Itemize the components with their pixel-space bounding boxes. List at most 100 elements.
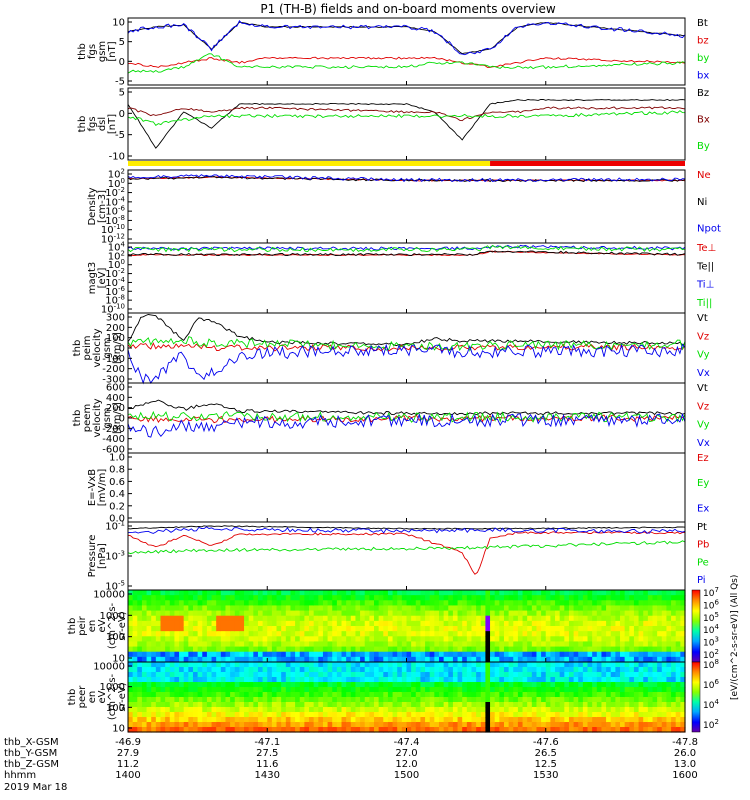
spectrogram-cell xyxy=(318,626,324,632)
spectrogram-cell xyxy=(128,631,134,637)
spectrogram-cell xyxy=(313,677,319,683)
spectrogram-cell xyxy=(633,682,640,688)
spectrogram-cell xyxy=(146,636,152,643)
spectrogram-cell xyxy=(680,600,686,607)
spectrogram-cell xyxy=(341,626,347,632)
spectrogram-cell xyxy=(336,697,343,703)
spectrogram-cell xyxy=(155,682,162,688)
spectrogram-cell xyxy=(647,687,654,693)
spectrogram-cell xyxy=(615,727,621,733)
spectrogram-cell xyxy=(281,651,287,658)
spectrogram-cell xyxy=(564,712,570,718)
spectrogram-cell xyxy=(206,662,213,668)
spectrogram-cell xyxy=(624,692,630,698)
spectrogram-cell xyxy=(582,702,589,708)
spectrogram-cell xyxy=(582,667,589,673)
y-tick-label: 10000 xyxy=(93,662,125,673)
spectrogram-cell xyxy=(647,692,654,698)
spectrogram-cell xyxy=(457,717,463,723)
spectrogram-cell xyxy=(374,692,380,698)
spectrogram-cell xyxy=(582,717,589,723)
spectrogram-cell xyxy=(327,651,333,658)
spectrogram-cell xyxy=(360,631,366,637)
spectrogram-cell xyxy=(360,590,366,596)
spectrogram-cell xyxy=(466,702,473,708)
spectrogram-cell xyxy=(346,712,352,718)
spectrogram-cell xyxy=(216,656,222,663)
spectrogram-cell xyxy=(299,590,305,596)
spectrogram-cell xyxy=(169,712,176,718)
legend-label-Vz: Vz xyxy=(697,331,709,342)
mode-bar-slow xyxy=(128,161,491,166)
spectrogram-cell xyxy=(137,727,143,733)
spectrogram-cell xyxy=(350,697,357,703)
spectrogram-cell xyxy=(299,620,305,627)
spectrogram-cell xyxy=(559,590,565,596)
spectrogram-cell xyxy=(374,595,380,601)
spectrogram-cell xyxy=(503,656,510,663)
spectrogram-cell xyxy=(596,677,603,683)
spectrogram-cell xyxy=(387,615,394,622)
spectrogram-cell xyxy=(615,667,621,673)
spectrogram-cell xyxy=(216,697,222,703)
spectrogram-cell xyxy=(322,590,329,596)
spectrogram-cell xyxy=(513,595,519,601)
spectrogram-cell xyxy=(485,687,491,693)
spectrogram-cell xyxy=(601,722,607,728)
spectrogram-cell xyxy=(620,677,626,683)
spectrogram-cell xyxy=(322,682,329,688)
spectrogram-cell xyxy=(211,662,217,668)
y-tick-label: -300 xyxy=(102,375,125,386)
spectrogram-cell xyxy=(276,682,282,688)
spectrogram-cell xyxy=(615,662,621,668)
spectrogram-cell xyxy=(332,615,338,622)
y-tick-label: -600 xyxy=(102,445,125,456)
spectrogram-cell xyxy=(378,605,384,612)
spectrogram-cell xyxy=(476,646,482,653)
spectrogram-cell xyxy=(295,727,301,733)
spectrogram-cell xyxy=(322,641,329,648)
spectrogram-cell xyxy=(220,646,227,653)
spectrogram-cell xyxy=(253,672,259,678)
spectrogram-cell xyxy=(262,672,268,678)
spectrogram-cell xyxy=(476,687,482,693)
spectrogram-cell xyxy=(438,677,445,683)
spectrogram-cell xyxy=(429,707,435,713)
spectrogram-cell xyxy=(392,682,398,688)
spectrogram-cell xyxy=(411,712,417,718)
spectrogram-cell xyxy=(309,682,315,688)
spectrogram-cell xyxy=(527,697,533,703)
spectrogram-cell xyxy=(578,656,584,663)
spectrogram-cell xyxy=(606,717,612,723)
spectrogram-cell xyxy=(360,620,366,627)
spectrogram-cell xyxy=(202,707,208,713)
spectrogram-cell xyxy=(169,631,176,637)
spectrogram-cell xyxy=(647,672,654,678)
spectrogram-cell xyxy=(573,631,579,637)
spectrogram-cell xyxy=(327,692,333,698)
spectrogram-cell xyxy=(615,712,621,718)
spectrogram-cell xyxy=(383,682,389,688)
spectrogram-cell xyxy=(406,682,412,688)
spectrogram-cell xyxy=(675,641,681,648)
spectrogram-cell xyxy=(360,641,366,648)
spectrogram-cell xyxy=(633,722,640,728)
spectrogram-cell xyxy=(443,590,449,596)
spectrogram-cell xyxy=(276,722,282,728)
spectrogram-cell xyxy=(188,600,194,607)
spectrogram-cell xyxy=(155,707,162,713)
spectrogram-cell xyxy=(638,687,644,693)
spectrogram-cell xyxy=(309,641,315,648)
spectrogram-cell xyxy=(666,620,672,627)
spectrogram-cell xyxy=(179,651,185,658)
spectrogram-cell xyxy=(151,610,157,617)
spectrogram-cell xyxy=(448,697,454,703)
spectrogram-cell xyxy=(220,697,227,703)
spectrogram-cell xyxy=(360,692,366,698)
spectrogram-cell xyxy=(137,687,143,693)
spectrogram-cell xyxy=(425,662,431,668)
spectrogram-cell xyxy=(545,727,551,733)
spectrogram-cell xyxy=(485,672,491,678)
spectrogram-cell xyxy=(369,722,375,728)
spectrogram-cell xyxy=(262,727,268,733)
